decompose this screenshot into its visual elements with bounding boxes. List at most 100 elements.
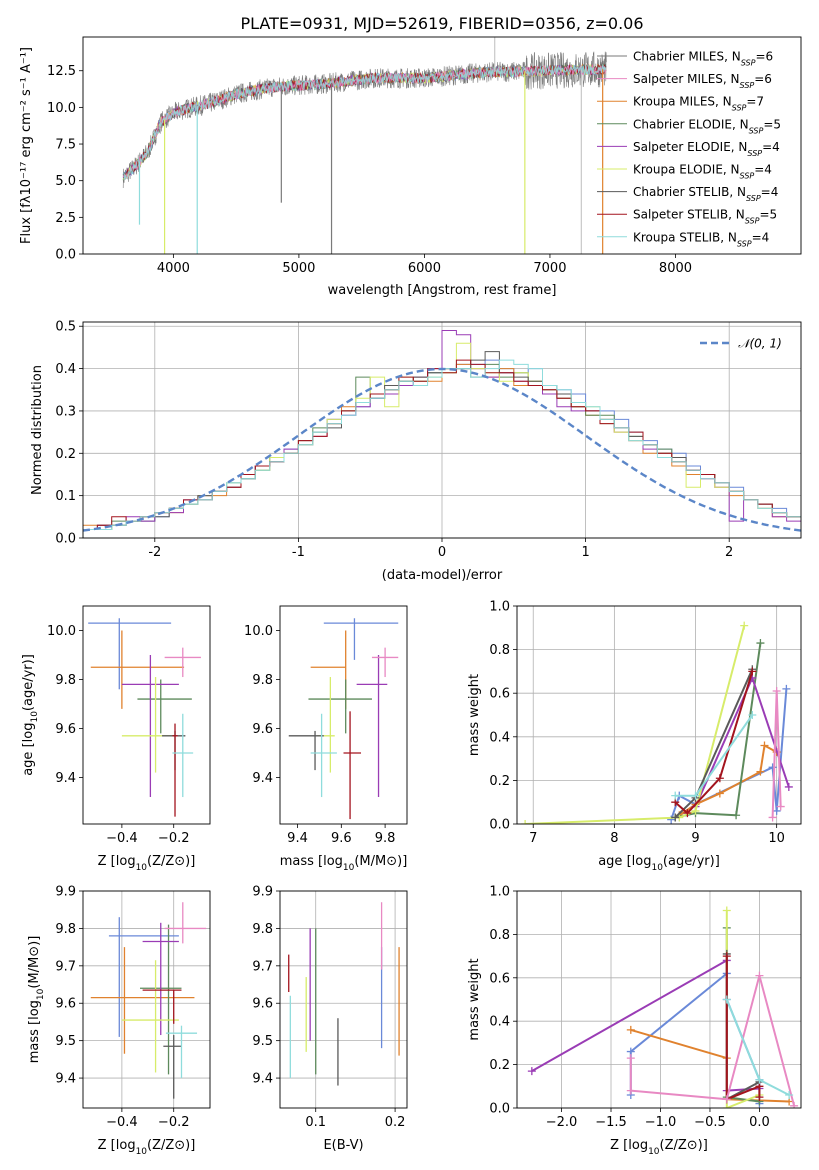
weight-marker [626,1025,635,1034]
errorbar-point [356,654,388,798]
y-tick-label: 9.8 [252,922,273,937]
x-tick-label: −0.4 [106,831,138,846]
z-age-axes: −0.4 −0.2 9.4 9.6 9.8 10.0 [47,624,189,846]
errorbar-point [142,922,179,1036]
weight-line [725,956,761,1101]
weight-marker [732,811,741,820]
x-tick-label: 6000 [408,261,441,276]
y-tick-label: 9.6 [55,722,76,737]
weight-marker [768,763,777,772]
z-mass-x-label: Z [log10(Z/Z⊙)] [98,1138,196,1157]
errorbar-point [137,679,192,734]
spectrum-legend: Chabrier MILES, NSSP=6 Salpeter MILES, NS… [597,50,781,248]
y-tick-label: 9.4 [55,1072,76,1087]
x-tick-label: 7 [529,831,537,846]
y-tick-label: 0.5 [55,320,76,335]
x-tick-label: 10 [768,831,785,846]
age-weight-frame [516,605,802,825]
weight-series [671,667,757,818]
y-tick-label: 0.4 [55,362,76,377]
weight-marker [691,791,700,800]
errorbar-point [121,654,179,798]
z-age-frame [82,605,211,825]
y-tick-label: 9.9 [252,885,273,900]
y-tick-label: 2.5 [55,211,76,226]
weight-marker [772,806,781,815]
y-tick-label: 9.6 [252,722,273,737]
z-weight-y-label: mass weight [467,958,482,1040]
weight-marker [671,813,680,822]
x-tick-label: 1 [581,545,589,560]
errorbar-point [164,647,201,678]
weight-marker [722,1104,731,1108]
errorbar-point [323,618,399,660]
y-tick-label: 9.9 [55,885,76,900]
y-tick-label: 9.4 [252,1072,273,1087]
errorbar-point [108,917,179,1037]
errorbar-point [90,630,185,709]
y-tick-label: 9.7 [55,959,76,974]
weight-marker [715,789,724,798]
errorbar-point [88,618,172,690]
errorbar-point [121,960,179,1073]
x-tick-label: −1.0 [645,1115,677,1130]
y-tick-label: 0.6 [489,971,510,986]
y-tick-label: 1.0 [489,885,510,900]
y-tick-label: 1.0 [489,600,510,615]
legend-entry: Salpeter ELODIE, NSSP=4 [633,140,780,158]
histogram-frame [82,321,802,539]
y-tick-label: 0.2 [489,1058,510,1073]
weight-series [671,711,757,800]
errorbar-point [172,713,194,798]
weight-marker [671,791,680,800]
x-tick-label: −0.5 [694,1115,726,1130]
z-age-y-label: age [log10(age/yr)] [21,654,40,776]
weight-marker [748,711,757,719]
y-tick-label: 0.6 [489,687,510,702]
y-tick-label: 0.0 [55,248,76,263]
weight-marker [755,1075,764,1084]
legend-entry-normal: 𝒩(0, 1) [738,337,782,351]
z-mass-y-label: mass [log10(M/M⊙)] [27,936,46,1064]
y-tick-label: 9.4 [55,771,76,786]
weight-marker [755,971,764,980]
y-tick-label: 9.6 [252,997,273,1012]
legend-entry: Chabrier ELODIE, NSSP=5 [633,117,781,135]
x-tick-label: 4000 [157,261,190,276]
y-tick-label: 0.4 [489,730,510,745]
age-weight-plot [521,621,793,824]
x-tick-label: -1 [292,545,305,560]
x-tick-label: −2.0 [546,1115,578,1130]
errorbar-point [90,947,195,1054]
weight-series [722,995,794,1099]
x-tick-label: 0.2 [385,1115,406,1130]
x-tick-label: −0.2 [158,831,190,846]
age-weight-y-label: mass weight [467,674,482,756]
errorbar-point [371,647,399,678]
y-tick-label: 9.5 [55,1034,76,1049]
y-tick-label: 0.2 [55,447,76,462]
y-tick-label: 0.4 [489,1015,510,1030]
weight-marker [776,802,785,811]
weight-marker [740,621,749,630]
x-tick-label: 8 [610,831,618,846]
y-tick-label: 0.8 [489,928,510,943]
errorbar-point [343,711,362,820]
weight-marker [722,995,731,1004]
figure-title: PLATE=0931, MJD=52619, FIBERID=0356, z=0… [240,14,643,33]
weight-marker [722,906,731,915]
x-tick-label: 7000 [533,261,566,276]
weight-marker [626,1054,635,1063]
weight-marker [756,639,765,648]
x-tick-label: 0 [438,545,446,560]
weight-marker [782,684,791,693]
mass-age-x-label: mass [log10(M/M⊙)] [280,854,408,873]
weight-marker [760,741,769,750]
y-tick-label: 9.6 [55,997,76,1012]
errorbar-point [310,713,337,798]
legend-entry: Chabrier MILES, NSSP=6 [633,50,773,68]
legend-entry: Kroupa ELODIE, NSSP=4 [633,163,772,181]
spectrum-axes: 4000 5000 6000 7000 8000 0.0 2.5 5.0 7.5 10.0 12.5 [47,64,692,276]
weight-marker [521,820,530,824]
y-tick-label: 0.0 [489,818,510,833]
